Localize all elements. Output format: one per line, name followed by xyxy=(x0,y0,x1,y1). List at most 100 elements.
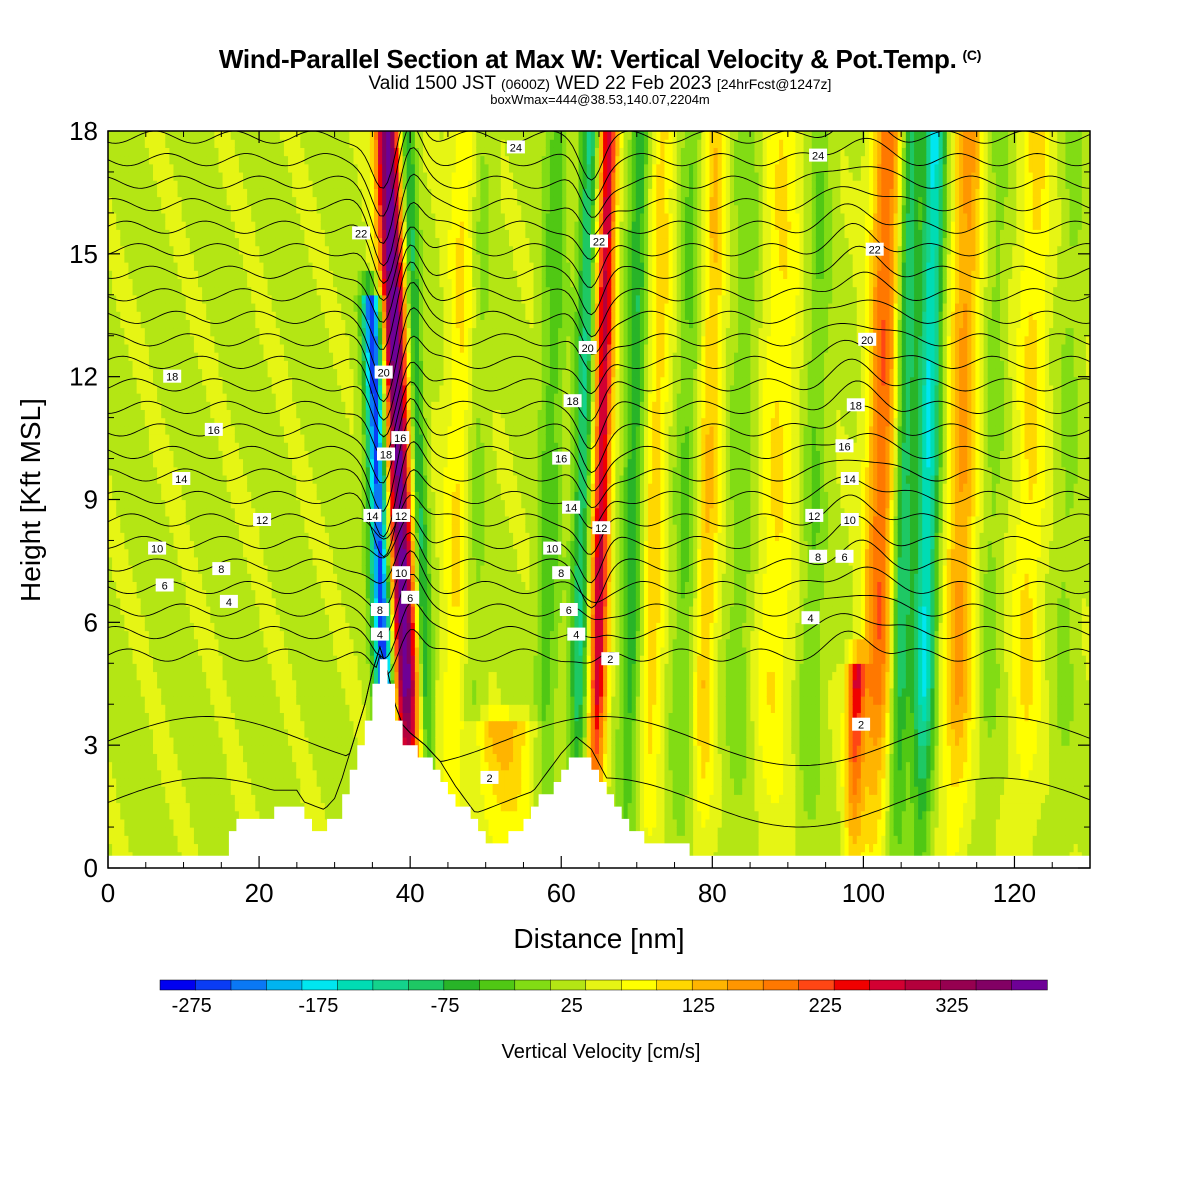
w-cell xyxy=(124,147,130,157)
w-cell xyxy=(108,188,113,198)
w-cell xyxy=(279,540,285,550)
w-cell xyxy=(288,180,293,189)
w-cell xyxy=(193,311,199,320)
w-cell xyxy=(333,769,338,779)
w-cell xyxy=(120,163,125,173)
w-cell xyxy=(238,704,244,714)
w-cell xyxy=(324,229,330,239)
w-cell xyxy=(218,499,224,509)
w-cell xyxy=(271,196,277,206)
w-cell xyxy=(185,384,191,394)
w-cell xyxy=(173,237,179,247)
w-cell xyxy=(316,221,322,230)
w-cell xyxy=(181,736,187,746)
w-cell xyxy=(316,524,322,533)
w-cell xyxy=(193,442,199,451)
w-cell xyxy=(324,376,330,386)
w-cell xyxy=(316,769,322,779)
w-cell xyxy=(128,360,134,370)
w-cell xyxy=(324,638,330,648)
w-cell xyxy=(304,556,310,566)
w-cell xyxy=(275,221,281,230)
w-cell xyxy=(300,425,305,435)
w-cell xyxy=(234,802,240,812)
w-cell xyxy=(206,499,211,509)
w-cell xyxy=(283,597,289,607)
w-cell xyxy=(226,442,232,451)
w-cell xyxy=(218,352,224,361)
w-cell xyxy=(153,638,158,648)
w-cell xyxy=(189,745,195,754)
w-cell xyxy=(316,302,322,312)
w-cell xyxy=(259,139,265,148)
w-cell xyxy=(144,180,150,189)
w-cell xyxy=(193,483,199,492)
w-cell xyxy=(267,605,273,615)
w-cell xyxy=(308,704,314,714)
w-cell xyxy=(238,753,244,763)
w-cell xyxy=(308,270,314,279)
w-cell xyxy=(189,728,195,738)
w-cell xyxy=(333,687,338,697)
w-cell xyxy=(169,605,175,615)
w-cell xyxy=(328,589,334,599)
w-cell xyxy=(161,753,166,763)
w-cell xyxy=(132,466,138,476)
w-cell xyxy=(226,343,232,353)
w-cell xyxy=(189,769,195,779)
w-cell xyxy=(292,196,297,206)
w-cell xyxy=(161,155,166,165)
w-cell xyxy=(288,540,293,550)
w-cell xyxy=(157,352,162,361)
w-cell xyxy=(148,196,154,206)
w-cell xyxy=(214,335,220,345)
w-cell xyxy=(120,720,125,730)
w-cell xyxy=(279,655,285,664)
w-cell xyxy=(300,417,305,427)
w-cell xyxy=(214,212,220,222)
w-cell xyxy=(288,622,293,632)
w-cell xyxy=(238,802,244,812)
w-cell xyxy=(218,802,224,812)
w-cell xyxy=(324,704,330,714)
w-cell xyxy=(206,450,211,460)
w-cell xyxy=(263,319,269,329)
w-cell xyxy=(296,352,301,361)
w-cell xyxy=(222,245,228,255)
w-cell xyxy=(189,483,195,492)
w-cell xyxy=(230,532,236,542)
w-cell xyxy=(320,597,326,607)
w-cell xyxy=(259,597,265,607)
w-cell xyxy=(148,786,154,795)
w-cell xyxy=(120,753,125,763)
w-cell xyxy=(124,442,130,451)
w-cell xyxy=(320,262,326,271)
w-cell xyxy=(210,810,215,820)
w-cell xyxy=(198,597,203,607)
w-cell xyxy=(226,810,232,820)
w-cell xyxy=(230,753,236,763)
w-cell xyxy=(177,155,183,165)
w-cell xyxy=(108,663,113,673)
w-cell xyxy=(288,171,293,181)
w-cell xyxy=(214,221,220,230)
w-cell xyxy=(210,327,215,337)
w-cell xyxy=(132,204,138,214)
w-cell xyxy=(214,736,220,746)
w-cell xyxy=(226,376,232,386)
w-cell xyxy=(259,327,265,337)
w-cell xyxy=(206,704,211,714)
w-cell xyxy=(288,696,293,705)
w-cell xyxy=(206,360,211,370)
w-cell xyxy=(230,679,236,689)
w-cell xyxy=(108,524,113,533)
w-cell xyxy=(157,204,162,214)
w-cell xyxy=(144,433,150,443)
w-cell xyxy=(288,286,293,296)
w-cell xyxy=(165,736,170,746)
w-cell xyxy=(128,638,134,648)
w-cell xyxy=(263,655,269,664)
w-cell xyxy=(300,229,305,239)
w-cell xyxy=(189,556,195,566)
w-cell xyxy=(136,163,142,173)
